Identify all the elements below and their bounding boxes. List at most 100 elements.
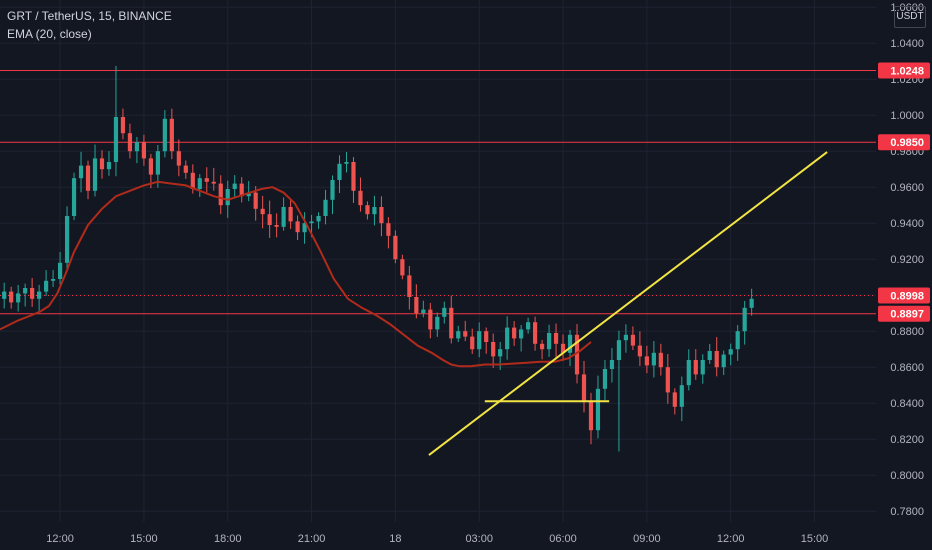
price-level-tag: [878, 62, 930, 79]
y-tick-label: 0.8200: [890, 434, 924, 446]
y-tick-label: 0.8400: [890, 398, 924, 410]
candle-body-bullish: [337, 163, 342, 180]
candle-body-bearish: [574, 334, 580, 375]
candle-body-bullish: [225, 189, 230, 206]
candle-body-bullish: [728, 349, 733, 355]
x-tick-label: 09:00: [633, 533, 661, 545]
candle-body-bearish: [665, 367, 670, 393]
candle-body-bullish: [505, 327, 510, 350]
symbol-title[interactable]: GRT / TetherUS, 15, BINANCE: [7, 9, 172, 23]
x-tick-label: 06:00: [549, 533, 577, 545]
x-tick-label: 15:00: [801, 533, 829, 545]
candle-body-bearish: [9, 291, 14, 303]
candle-body-bullish: [679, 385, 684, 407]
candle-body-bearish: [295, 221, 300, 233]
candle-body-bearish: [714, 351, 719, 368]
candle-body-bearish: [463, 331, 468, 337]
price-level-tag: [878, 134, 930, 151]
candle-body-bullish: [546, 333, 552, 350]
candle-body-bearish: [30, 288, 35, 299]
candle-body-bullish: [309, 221, 314, 224]
candle-body-bearish: [449, 307, 454, 339]
candle-body-bearish: [183, 165, 188, 173]
x-tick-label: 03:00: [465, 533, 493, 545]
candle-body-bullish: [113, 117, 119, 162]
y-tick-label: 0.8600: [890, 362, 924, 374]
candle-body-bullish: [246, 192, 251, 197]
price-level-label: 0.8897: [890, 309, 924, 321]
candle-body-bearish: [560, 343, 566, 353]
candle-body-bearish: [393, 235, 398, 260]
candle-body-bullish: [602, 369, 608, 389]
candle-body-bearish: [484, 331, 489, 342]
candle-body-bullish: [707, 351, 712, 360]
candle-body-bearish: [630, 334, 635, 346]
candle-body-bullish: [344, 162, 349, 164]
candle-body-bullish: [50, 279, 56, 281]
x-tick-label: 18: [389, 533, 401, 545]
price-axis: [876, 0, 932, 550]
candle-body-bearish: [127, 133, 133, 152]
candle-body-bullish: [372, 207, 377, 215]
candle-body-bullish: [71, 178, 77, 216]
y-tick-label: 0.7800: [890, 506, 924, 518]
y-tick-label: 1.0400: [890, 38, 924, 50]
candle-body-bullish: [651, 352, 656, 366]
candle-body-bullish: [106, 162, 112, 170]
price-level-tag: [878, 287, 930, 304]
candle-body-bullish: [302, 223, 307, 233]
y-tick-label: 0.8800: [890, 326, 924, 338]
candle-body-bearish: [204, 178, 209, 182]
candle-body-bearish: [288, 207, 293, 222]
candle-body-bearish: [414, 297, 419, 314]
trendline: [428, 151, 828, 456]
indicator-legend[interactable]: EMA (20, close): [7, 27, 92, 41]
candle-body-bearish: [386, 223, 391, 236]
candle-body-bearish: [658, 352, 663, 368]
candle-body-bullish: [330, 180, 335, 200]
candle-body-bullish: [16, 293, 21, 303]
price-level-tag: [878, 305, 930, 322]
candle-body-bullish: [435, 316, 440, 330]
candle-body-bearish: [358, 190, 363, 206]
price-level-label: 1.0248: [890, 66, 924, 78]
candle-body-bearish: [253, 192, 258, 209]
candle-body-bullish: [155, 151, 160, 175]
ema-line: [0, 180, 592, 368]
candle-body-bearish: [588, 401, 594, 431]
candle-body-bullish: [735, 331, 740, 350]
candle-body-bearish: [539, 343, 545, 350]
candle-body-bullish: [64, 216, 70, 263]
candle-body-bearish: [365, 205, 370, 215]
candle-body-bullish: [742, 307, 747, 332]
candle-body-bearish: [176, 151, 181, 166]
candle-body-bearish: [148, 158, 153, 175]
candle-body-bullish: [686, 360, 691, 386]
candle-body-bearish: [470, 336, 475, 350]
candle-body-bullish: [232, 183, 237, 189]
candle-body-bullish: [526, 322, 531, 330]
candle-body-bullish: [92, 158, 98, 191]
candle-body-bearish: [428, 309, 433, 330]
candle-body-bearish: [190, 172, 195, 189]
candle-body-bullish: [442, 307, 447, 317]
candle-body-bullish: [162, 118, 167, 152]
candle-body-bullish: [721, 354, 726, 368]
candle-body-bearish: [400, 259, 405, 276]
candle-body-bearish: [260, 208, 265, 215]
candle-body-bearish: [637, 345, 642, 357]
candle-body-bullish: [749, 298, 754, 308]
candle-body-bullish: [2, 291, 7, 299]
candle-body-bearish: [99, 158, 105, 170]
price-level-label: 0.8998: [890, 291, 924, 303]
candle-body-bullish: [78, 165, 84, 179]
y-tick-label: 0.9400: [890, 218, 924, 230]
candle-body-bearish: [218, 183, 223, 206]
currency-label[interactable]: USDT: [894, 6, 926, 28]
y-tick-label: 1.0600: [890, 2, 924, 14]
candle-body-bearish: [211, 181, 216, 184]
candle-body-bullish: [57, 262, 63, 279]
x-tick-label: 12:00: [717, 533, 745, 545]
